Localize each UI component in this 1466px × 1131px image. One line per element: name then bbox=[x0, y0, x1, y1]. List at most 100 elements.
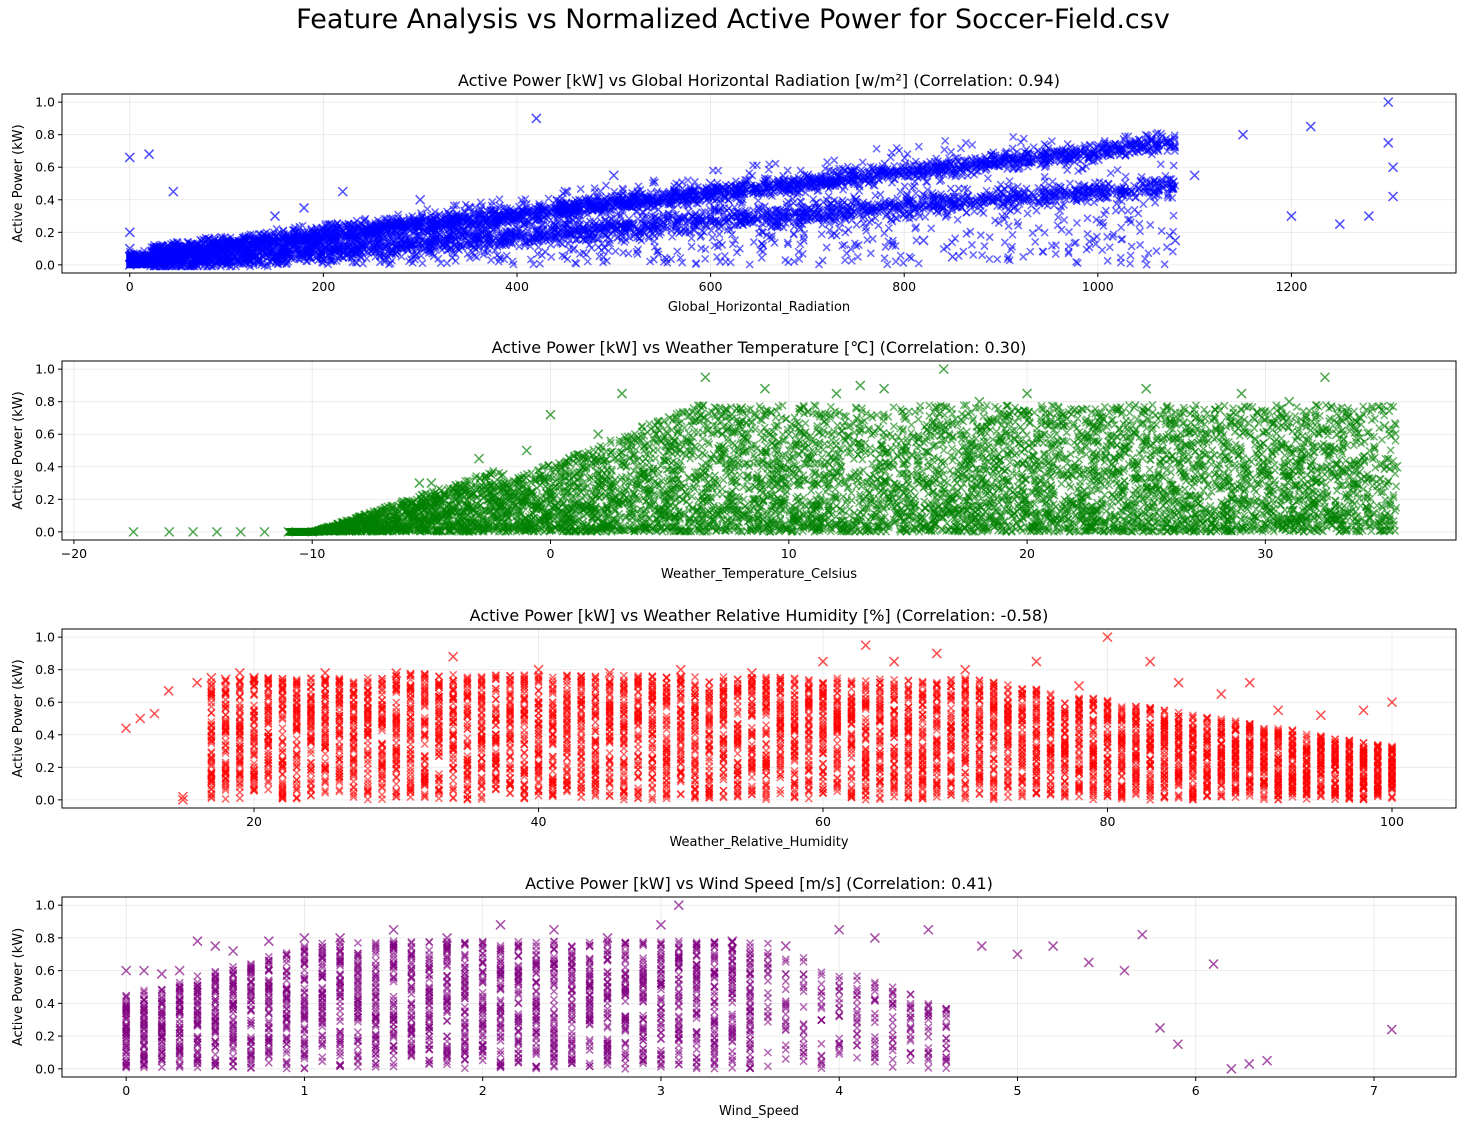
x-axis-label: Wind_Speed bbox=[719, 1104, 799, 1119]
x-tick-label: 100 bbox=[1380, 814, 1404, 829]
data-point bbox=[931, 648, 942, 659]
data-point bbox=[1386, 1024, 1397, 1035]
data-point bbox=[1355, 412, 1366, 423]
x-tick-label: 60 bbox=[815, 814, 831, 829]
data-point bbox=[149, 708, 160, 719]
x-tick-label: 6 bbox=[1192, 1083, 1200, 1098]
data-point bbox=[298, 202, 310, 213]
y-tick-label: 0.0 bbox=[35, 1061, 55, 1076]
data-point bbox=[995, 186, 1007, 197]
data-point bbox=[974, 396, 985, 407]
data-point bbox=[666, 211, 677, 222]
data-point bbox=[450, 494, 461, 505]
data-point bbox=[263, 936, 274, 947]
y-tick-label: 0.6 bbox=[35, 160, 55, 175]
y-tick-label: 0.2 bbox=[35, 492, 55, 507]
data-point bbox=[923, 924, 934, 935]
data-point bbox=[604, 667, 615, 678]
data-point bbox=[135, 713, 146, 724]
data-point bbox=[177, 791, 188, 802]
data-point bbox=[531, 113, 542, 124]
data-point bbox=[746, 667, 757, 678]
data-point bbox=[497, 469, 508, 480]
data-point bbox=[354, 523, 365, 534]
data-point bbox=[269, 211, 281, 222]
data-point bbox=[415, 194, 426, 205]
x-tick-label: 0 bbox=[547, 546, 555, 561]
data-point bbox=[947, 251, 958, 262]
data-point bbox=[759, 383, 770, 394]
data-points bbox=[128, 364, 1402, 537]
x-tick-label: 4 bbox=[835, 1083, 843, 1098]
data-point bbox=[1141, 145, 1152, 156]
x-tick-label: 1200 bbox=[1276, 279, 1308, 294]
data-point bbox=[705, 178, 716, 189]
grid bbox=[62, 897, 1456, 1077]
data-point bbox=[960, 664, 971, 675]
data-point bbox=[220, 674, 231, 685]
data-point bbox=[548, 924, 560, 935]
data-point bbox=[673, 900, 684, 911]
data-point bbox=[1284, 396, 1295, 407]
data-point bbox=[320, 667, 331, 678]
data-point bbox=[1386, 697, 1398, 708]
data-point bbox=[177, 794, 188, 805]
x-tick-label: −20 bbox=[61, 546, 87, 561]
subplot-title: Active Power [kW] vs Global Horizontal R… bbox=[458, 71, 1060, 90]
x-axis-label: Weather_Relative_Humidity bbox=[669, 835, 848, 850]
y-axis-label: Active Power (kW) bbox=[11, 391, 26, 509]
figure-title: Feature Analysis vs Normalized Active Po… bbox=[0, 4, 1466, 35]
x-tick-label: 80 bbox=[1100, 814, 1116, 829]
data-point bbox=[174, 965, 185, 976]
data-point bbox=[879, 383, 890, 394]
data-point bbox=[1319, 372, 1330, 383]
y-tick-label: 0.4 bbox=[35, 727, 55, 742]
data-point bbox=[335, 932, 346, 943]
data-point bbox=[1315, 710, 1326, 721]
data-point bbox=[124, 259, 135, 270]
y-tick-label: 1.0 bbox=[35, 95, 55, 110]
data-points bbox=[121, 900, 1397, 1074]
subplot-title: Active Power [kW] vs Weather Relative Hu… bbox=[470, 606, 1049, 625]
data-point bbox=[1305, 121, 1316, 132]
data-point bbox=[259, 526, 270, 537]
y-tick-label: 0.8 bbox=[35, 394, 55, 409]
data-point bbox=[1012, 949, 1023, 960]
data-point bbox=[1358, 705, 1369, 716]
y-tick-label: 0.4 bbox=[35, 996, 55, 1011]
data-point bbox=[1334, 219, 1345, 230]
data-point bbox=[700, 372, 711, 383]
data-point bbox=[938, 364, 949, 375]
axes-frame bbox=[61, 93, 1457, 274]
data-point bbox=[1208, 959, 1219, 970]
data-point bbox=[1031, 656, 1042, 667]
data-point bbox=[463, 202, 474, 213]
y-tick-label: 0.8 bbox=[35, 127, 55, 142]
x-tick-label: 800 bbox=[892, 279, 916, 294]
data-point bbox=[834, 924, 845, 935]
data-point bbox=[1092, 154, 1103, 165]
y-tick-label: 1.0 bbox=[35, 362, 55, 377]
data-point bbox=[121, 965, 132, 976]
data-point bbox=[511, 211, 523, 222]
y-tick-label: 0.2 bbox=[35, 760, 55, 775]
x-tick-label: 5 bbox=[1014, 1083, 1022, 1098]
data-point bbox=[1363, 211, 1374, 222]
data-point bbox=[1226, 1063, 1237, 1074]
data-point bbox=[1022, 388, 1033, 399]
data-point bbox=[976, 941, 987, 952]
data-point bbox=[473, 453, 485, 464]
data-point bbox=[124, 243, 135, 254]
subplot-1: Active Power [kW] vs Global Horizontal R… bbox=[11, 71, 1457, 315]
data-point bbox=[1048, 941, 1059, 952]
data-point bbox=[1119, 965, 1130, 976]
axes-frame bbox=[61, 896, 1457, 1078]
data-point bbox=[869, 932, 880, 943]
data-point bbox=[1102, 632, 1113, 643]
data-point bbox=[210, 941, 221, 952]
data-point bbox=[1155, 1022, 1166, 1033]
data-point bbox=[283, 526, 294, 537]
data-point bbox=[414, 478, 425, 489]
y-tick-label: 0.8 bbox=[35, 930, 55, 945]
